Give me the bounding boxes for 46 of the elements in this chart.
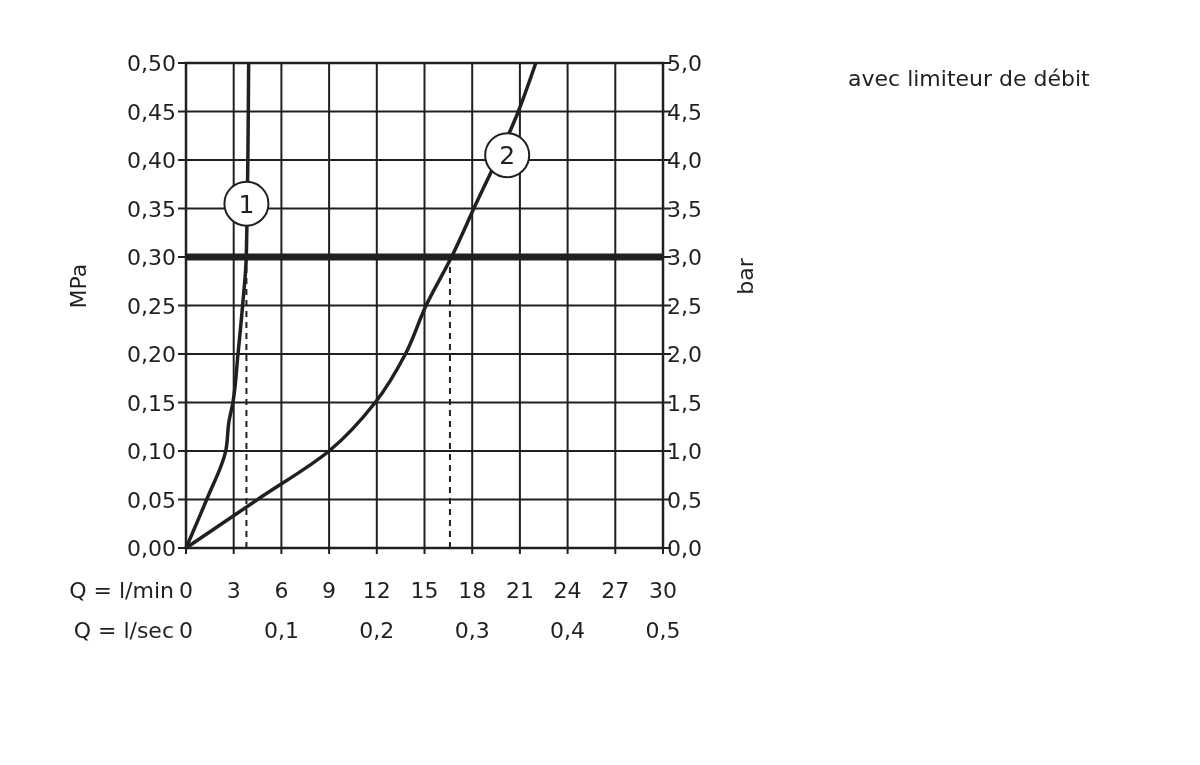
y-axis-title: MPa (66, 263, 91, 309)
x2-tick-label: 0,4 (550, 618, 586, 643)
x2-axis-title: Q = l/sec (73, 618, 174, 643)
x2-tick-label: 0,2 (359, 618, 395, 643)
x-tick-label: 30 (649, 578, 677, 603)
x-tick-label: 9 (322, 578, 337, 603)
x-tick-label: 12 (362, 578, 391, 603)
y2-tick-label: 0,5 (667, 487, 702, 513)
y2-tick-label: 0,0 (667, 536, 702, 561)
text: avec limiteur de débit (848, 66, 1091, 91)
y2-tick-label: 3,0 (667, 245, 702, 270)
annotation: 1 (238, 189, 255, 219)
y-tick-label: 0,05 (127, 487, 176, 513)
y2-tick-label: 2,5 (667, 293, 702, 319)
y-tick-label: 0,10 (127, 439, 176, 464)
y2-tick-label: 5,0 (667, 51, 702, 76)
y-tick-label: 0,25 (127, 293, 176, 319)
x-axis-title: Q = l/min (69, 578, 174, 603)
x2-tick-label: 0,3 (454, 618, 490, 643)
y-tick-label: 0,50 (127, 51, 176, 76)
x2-tick-label: 0 (179, 618, 193, 643)
x-tick-label: 24 (553, 578, 582, 603)
y2-tick-label: 3,5 (667, 196, 702, 222)
y2-axis-title: bar (733, 257, 758, 295)
annotation: 2 (499, 141, 516, 171)
y2-tick-label: 2,0 (667, 342, 702, 367)
x2-tick-label: 0,1 (263, 618, 299, 643)
y-tick-label: 0,15 (127, 390, 176, 416)
y-tick-label: 0,00 (127, 536, 176, 561)
y-tick-label: 0,20 (127, 342, 176, 367)
y-tick-label: 0,45 (127, 99, 176, 125)
y2-tick-label: 1,5 (667, 390, 702, 416)
x-tick-label: 27 (601, 578, 630, 603)
x-tick-label: 0 (179, 578, 193, 603)
y2-tick-label: 4,0 (667, 148, 702, 173)
x-tick-label: 6 (274, 578, 289, 603)
x-tick-label: 21 (505, 578, 534, 603)
x-tick-label: 3 (226, 578, 241, 603)
y2-tick-label: 1,0 (667, 439, 702, 464)
y2-tick-label: 4,5 (667, 99, 702, 125)
y-tick-label: 0,40 (127, 148, 176, 173)
y-tick-label: 0,35 (127, 196, 176, 222)
x-tick-label: 15 (410, 578, 439, 603)
y-tick-label: 0,30 (127, 245, 176, 270)
x-tick-label: 18 (458, 578, 487, 603)
x2-tick-label: 0,5 (645, 618, 681, 643)
